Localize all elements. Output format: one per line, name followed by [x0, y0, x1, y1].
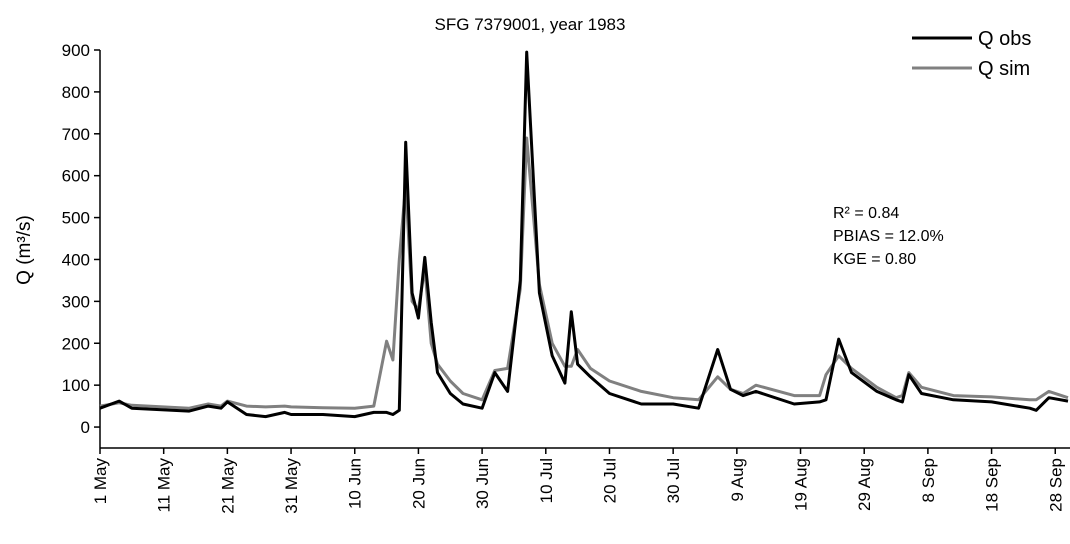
y-tick-label: 100	[62, 376, 90, 395]
y-tick-label: 0	[81, 418, 90, 437]
y-tick-label: 400	[62, 250, 90, 269]
x-tick-label: 19 Aug	[792, 458, 811, 511]
series-line	[99, 136, 1069, 410]
x-tick-label: 20 Jul	[600, 458, 619, 503]
x-tick-label: 30 Jul	[664, 458, 683, 503]
x-tick-label: 18 Sep	[983, 458, 1002, 512]
x-tick-label: 21 May	[218, 458, 237, 514]
annotation: KGE = 0.80	[833, 251, 916, 268]
x-tick-label: 31 May	[282, 458, 301, 514]
chart-title: SFG 7379001, year 1983	[435, 15, 626, 34]
y-tick-label: 600	[62, 167, 90, 186]
x-tick-label: 8 Sep	[919, 458, 938, 502]
x-tick-label: 10 Jul	[537, 458, 556, 503]
x-tick-label: 10 Jun	[346, 458, 365, 509]
annotation: PBIAS = 12.0%	[833, 228, 944, 245]
y-tick-label: 200	[62, 334, 90, 353]
y-tick-label: 300	[62, 292, 90, 311]
x-tick-label: 9 Aug	[728, 458, 747, 502]
x-tick-label: 30 Jun	[473, 458, 492, 509]
y-tick-label: 900	[62, 41, 90, 60]
x-tick-label: 29 Aug	[855, 458, 874, 511]
legend-label: Q sim	[978, 58, 1030, 80]
y-tick-label: 700	[62, 125, 90, 144]
annotation: R² = 0.84	[833, 205, 899, 222]
y-axis-label: Q (m³/s)	[14, 215, 35, 285]
y-tick-label: 800	[62, 83, 90, 102]
x-tick-label: 28 Sep	[1046, 458, 1065, 512]
legend-label: Q obs	[978, 28, 1031, 50]
x-tick-label: 11 May	[155, 458, 174, 513]
x-tick-label: 1 May	[91, 458, 110, 505]
x-tick-label: 20 Jun	[409, 458, 428, 509]
series-line	[99, 50, 1069, 419]
y-tick-label: 500	[62, 209, 90, 228]
